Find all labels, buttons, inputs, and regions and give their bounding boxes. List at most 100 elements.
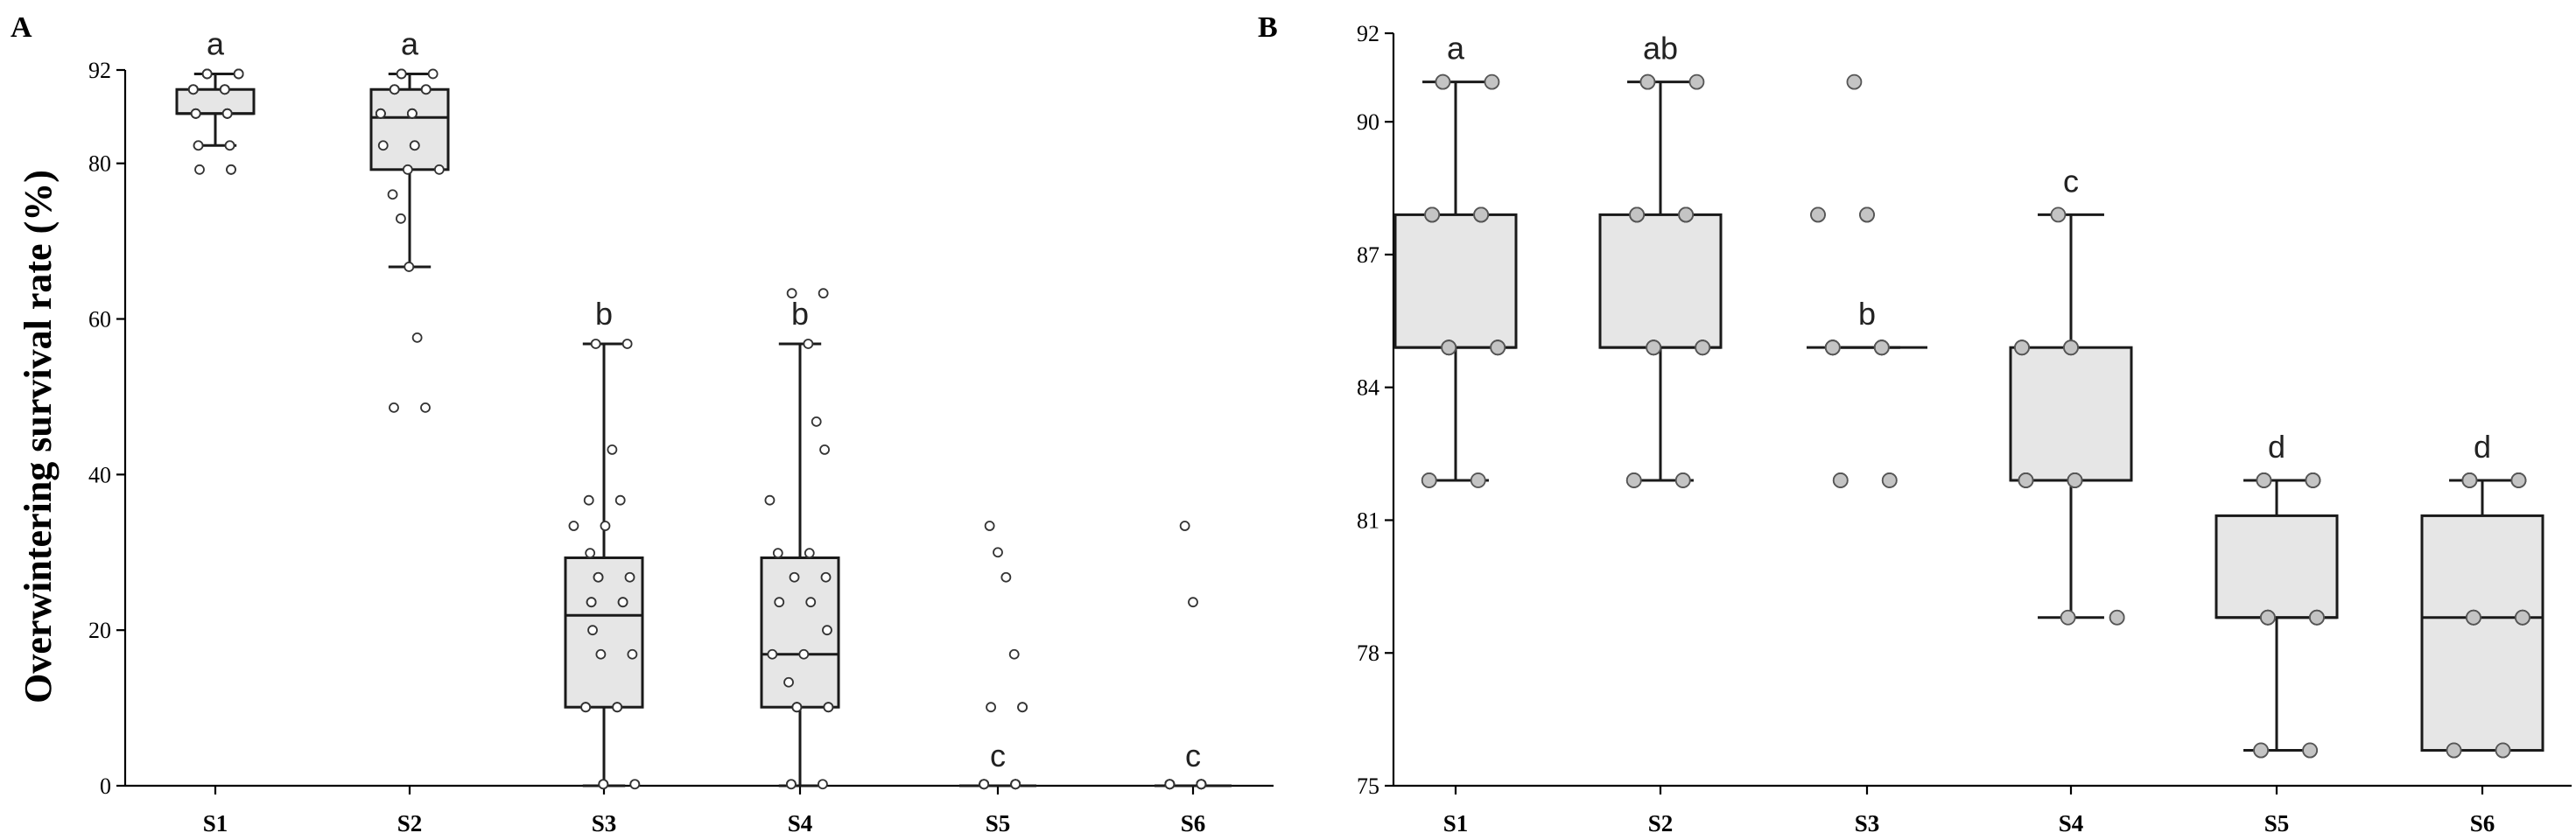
data-point bbox=[624, 571, 635, 583]
data-point bbox=[621, 339, 633, 349]
data-point bbox=[420, 402, 431, 413]
data-point bbox=[598, 779, 609, 790]
data-point bbox=[1435, 74, 1451, 90]
significance-letter: a bbox=[1447, 31, 1465, 66]
data-point bbox=[1873, 340, 1890, 356]
data-point bbox=[2260, 609, 2276, 626]
box-S6: c bbox=[1155, 521, 1232, 790]
data-point bbox=[402, 164, 413, 175]
data-point bbox=[600, 521, 611, 531]
data-point bbox=[396, 213, 406, 224]
iqr-box bbox=[175, 88, 256, 116]
data-point bbox=[1473, 206, 1490, 223]
box-S1: a bbox=[175, 25, 256, 175]
data-point bbox=[979, 779, 990, 790]
data-point bbox=[774, 597, 785, 608]
data-point bbox=[1188, 597, 1198, 608]
data-point bbox=[984, 521, 995, 531]
data-point bbox=[2109, 609, 2125, 626]
data-point bbox=[804, 548, 815, 559]
data-point bbox=[2063, 340, 2079, 356]
data-point bbox=[580, 702, 592, 713]
data-point bbox=[1470, 472, 1486, 488]
data-point bbox=[764, 494, 776, 506]
data-point bbox=[1164, 779, 1176, 790]
data-point bbox=[595, 648, 607, 660]
data-point bbox=[789, 571, 800, 583]
data-point bbox=[233, 68, 244, 80]
data-point bbox=[2309, 609, 2325, 626]
data-point bbox=[1629, 206, 1646, 223]
data-point bbox=[387, 189, 398, 200]
x-tick-label: S1 bbox=[203, 810, 228, 836]
data-point bbox=[629, 779, 641, 790]
y-tick-label: 87 bbox=[1357, 242, 1379, 268]
iqr-box bbox=[2420, 514, 2544, 752]
x-tick-label: S1 bbox=[1443, 810, 1469, 836]
data-point bbox=[1441, 340, 1457, 356]
data-point bbox=[2060, 609, 2076, 626]
x-tick-label: S5 bbox=[2264, 810, 2290, 836]
box-S2: ab bbox=[1598, 31, 1723, 488]
data-point bbox=[404, 262, 415, 272]
x-tick-label: S4 bbox=[788, 810, 813, 836]
data-point bbox=[818, 779, 828, 790]
data-point bbox=[219, 84, 230, 95]
significance-letter: b bbox=[791, 296, 809, 332]
data-point bbox=[823, 702, 834, 713]
x-tick-label: S5 bbox=[986, 810, 1011, 836]
data-point bbox=[1484, 74, 1500, 90]
data-point bbox=[2515, 609, 2530, 626]
y-tick-label: 60 bbox=[88, 307, 111, 332]
panel-A: A 0 20 40 60 80 92 Overwintering survival rate … bbox=[11, 11, 1274, 836]
iqr-box bbox=[369, 88, 450, 172]
data-point bbox=[798, 648, 810, 660]
data-point bbox=[1695, 340, 1711, 356]
significance-letter: ab bbox=[1643, 31, 1678, 66]
data-point bbox=[201, 68, 213, 80]
data-point bbox=[396, 68, 407, 80]
data-point bbox=[1017, 702, 1028, 713]
data-point bbox=[1179, 521, 1190, 531]
data-point bbox=[586, 597, 597, 608]
y-tick-label: 0 bbox=[100, 774, 111, 799]
data-point bbox=[2510, 472, 2527, 488]
data-point bbox=[2466, 609, 2481, 626]
data-point bbox=[1678, 206, 1695, 223]
panel-letter: A bbox=[11, 11, 32, 44]
significance-letter: a bbox=[401, 25, 419, 61]
data-point bbox=[614, 494, 626, 506]
y-axis-label: Overwintering survival rate (%) bbox=[17, 170, 60, 704]
data-point bbox=[194, 164, 205, 175]
data-point bbox=[590, 339, 601, 349]
data-point bbox=[1688, 74, 1705, 90]
data-point bbox=[1196, 779, 1207, 790]
data-point bbox=[1490, 340, 1506, 356]
data-point bbox=[2302, 742, 2318, 759]
y-tick-label: 84 bbox=[1357, 375, 1379, 401]
data-point bbox=[805, 597, 817, 608]
data-point bbox=[2014, 340, 2030, 356]
data-point bbox=[587, 625, 598, 636]
data-point bbox=[820, 571, 832, 583]
data-point bbox=[409, 140, 420, 151]
box-S1: a bbox=[1393, 31, 1518, 488]
significance-letter: d bbox=[2474, 429, 2491, 465]
iqr-box bbox=[1598, 213, 1723, 349]
data-point bbox=[389, 402, 399, 413]
data-point bbox=[1881, 472, 1898, 488]
data-point bbox=[1424, 206, 1441, 223]
data-point bbox=[226, 164, 236, 175]
iqr-box bbox=[564, 556, 644, 709]
significance-letter: d bbox=[2268, 429, 2285, 465]
box-S4: b bbox=[760, 288, 840, 790]
data-point bbox=[786, 779, 797, 790]
iqr-box bbox=[2009, 346, 2133, 482]
data-point bbox=[583, 494, 594, 506]
data-point bbox=[2018, 472, 2034, 488]
data-point bbox=[803, 339, 814, 349]
data-point bbox=[593, 571, 604, 583]
box-S4: c bbox=[2009, 163, 2133, 626]
data-point bbox=[986, 702, 996, 713]
